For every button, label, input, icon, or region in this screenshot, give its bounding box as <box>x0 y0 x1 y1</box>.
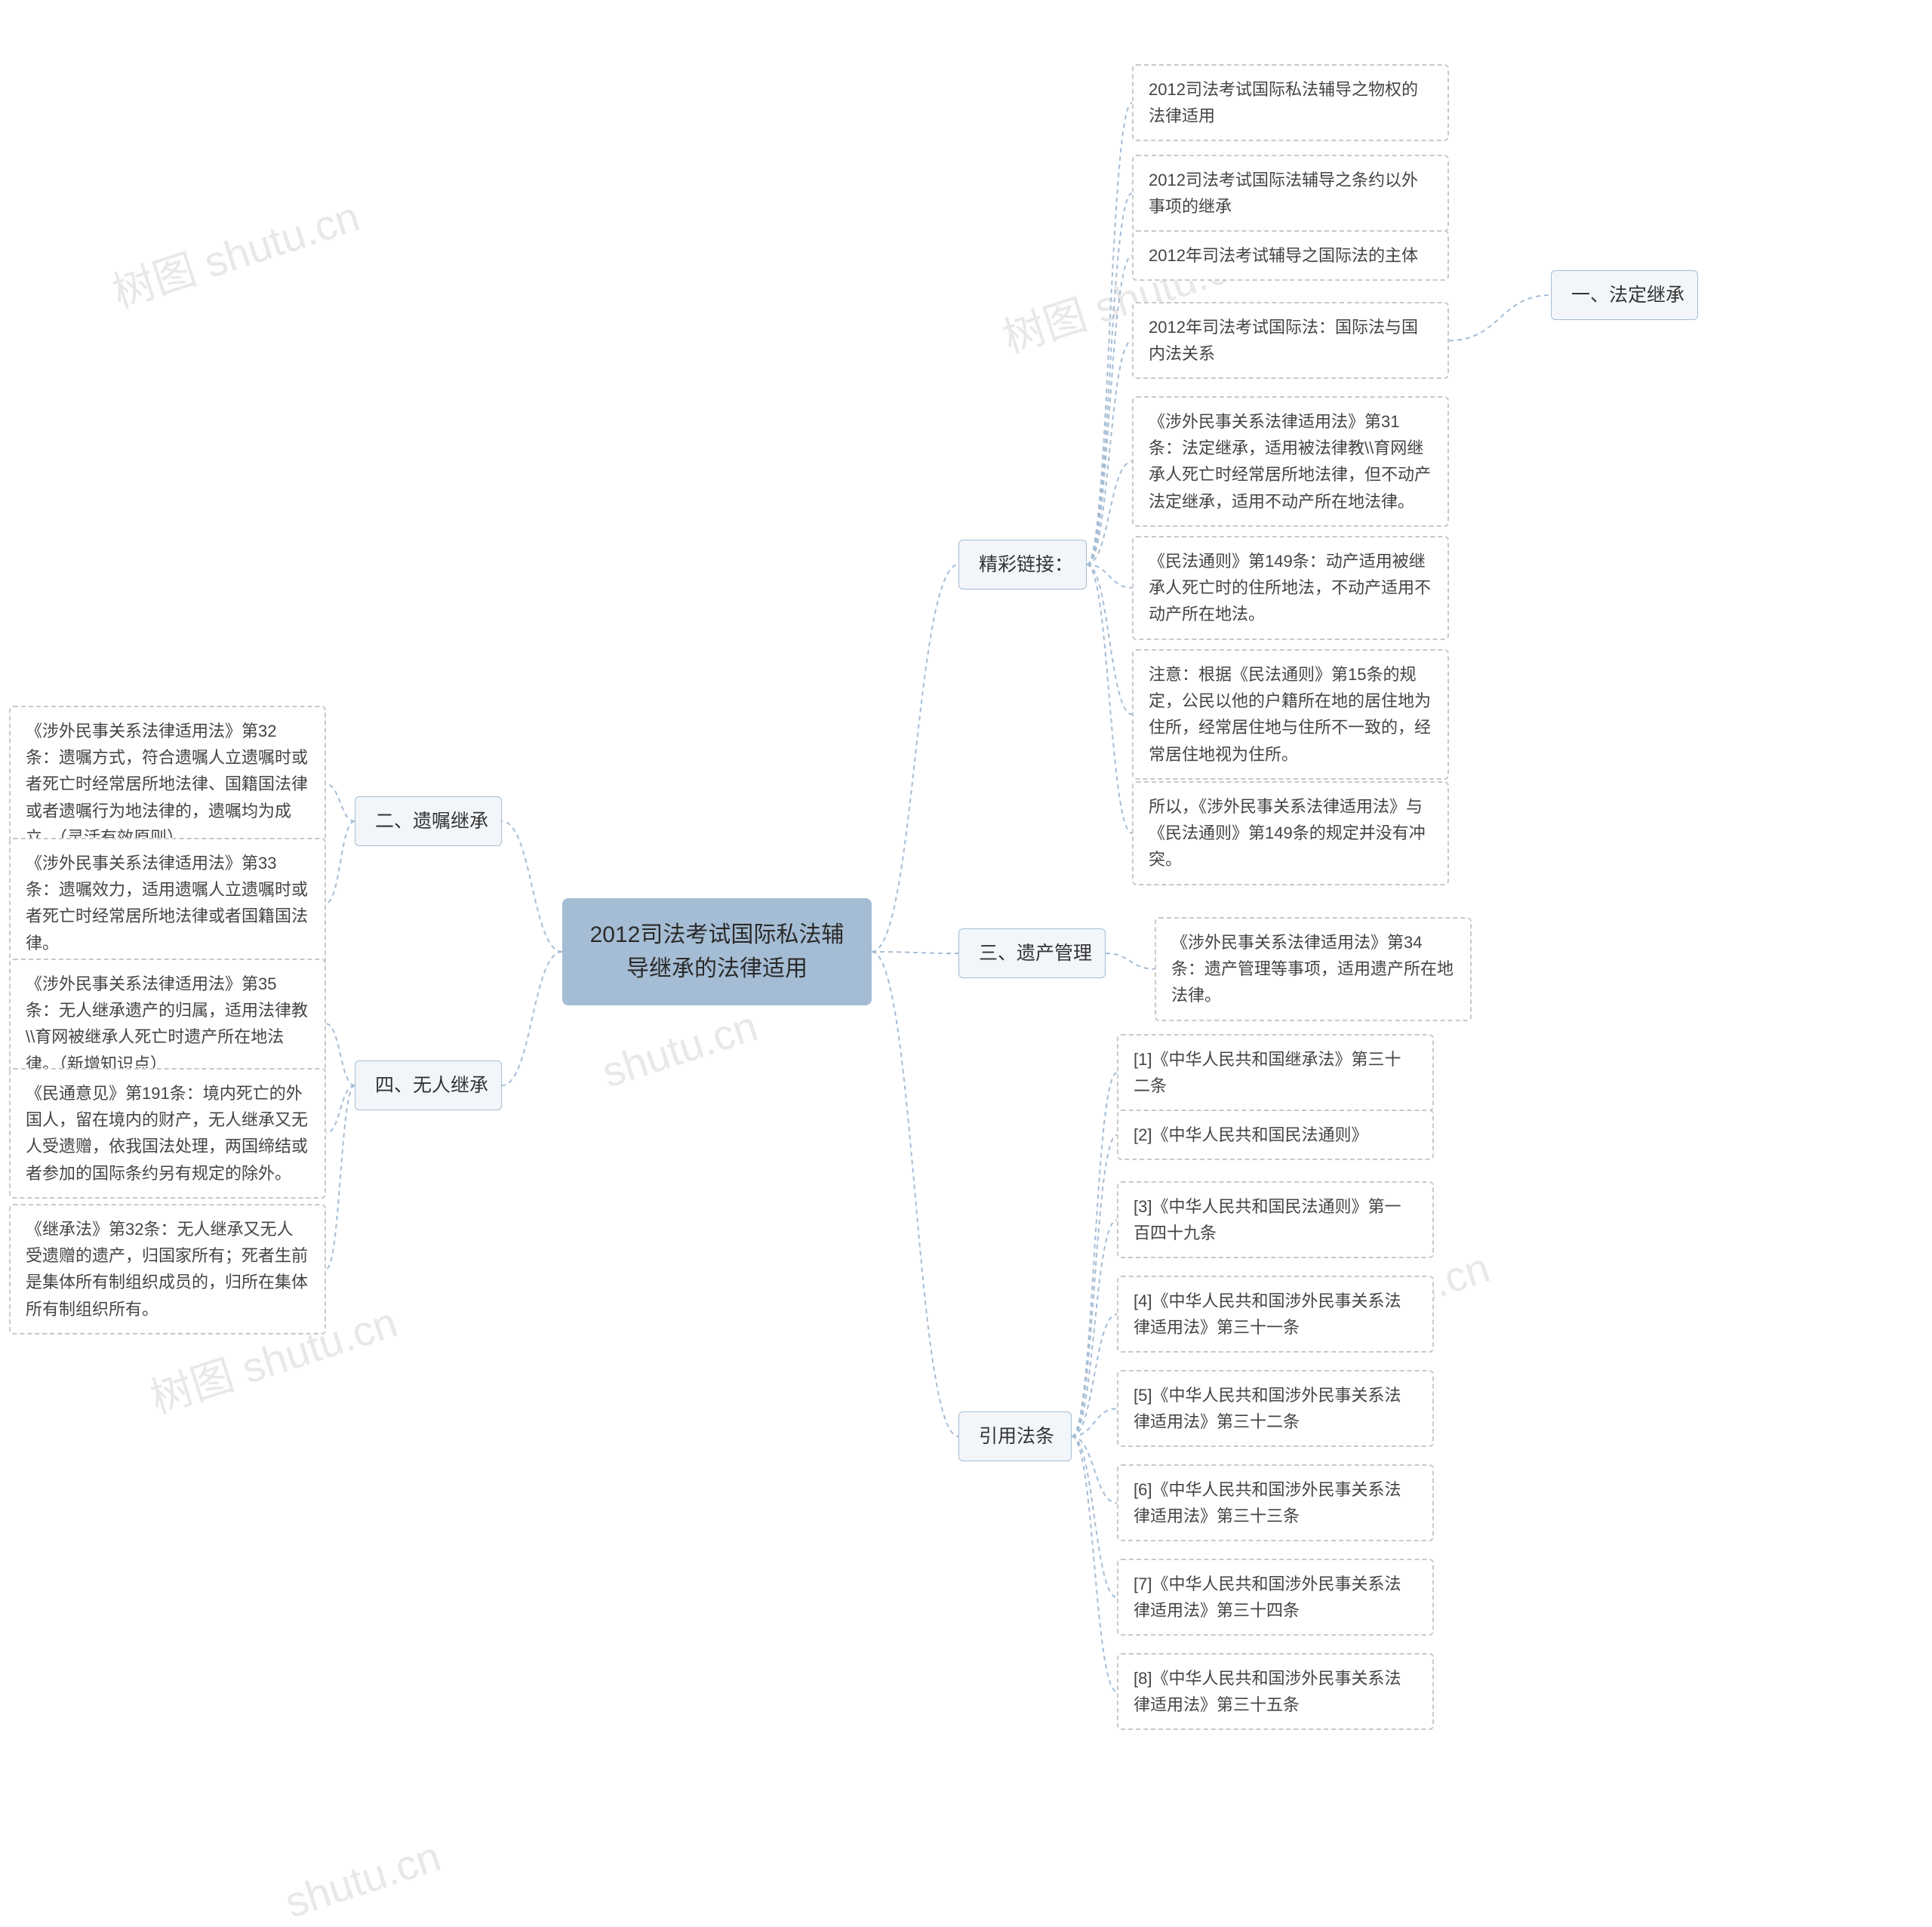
leaf-l_noheir3: 《继承法》第32条：无人继承又无人受遗赠的遗产，归国家所有；死者生前是集体所有制… <box>9 1204 326 1334</box>
leaf-l_link8: 所以，《涉外民事关系法律适用法》与《民法通则》第149条的规定并没有冲突。 <box>1132 781 1449 885</box>
branch-b_will: 二、遗嘱继承 <box>355 796 502 846</box>
leaf-l_cite5: [5]《中华人民共和国涉外民事关系法律适用法》第三十二条 <box>1117 1370 1434 1447</box>
leaf-l_link4: 2012年司法考试国际法：国际法与国内法关系 <box>1132 302 1449 379</box>
leaf-l_cite1: [1]《中华人民共和国继承法》第三十二条 <box>1117 1034 1434 1111</box>
leaf-l_cite8: [8]《中华人民共和国涉外民事关系法律适用法》第三十五条 <box>1117 1653 1434 1730</box>
branch-b_estate: 三、遗产管理 <box>958 928 1106 978</box>
leaf-l_link5: 《涉外民事关系法律适用法》第31条：法定继承，适用被法律教\\育网继承人死亡时经… <box>1132 396 1449 527</box>
leaf-l_estate1: 《涉外民事关系法律适用法》第34条：遗产管理等事项，适用遗产所在地法律。 <box>1155 917 1472 1021</box>
leaf-l_link2: 2012司法考试国际法辅导之条约以外事项的继承 <box>1132 155 1449 232</box>
leaf-l_cite4: [4]《中华人民共和国涉外民事关系法律适用法》第三十一条 <box>1117 1276 1434 1353</box>
leaf-l_link3: 2012年司法考试辅导之国际法的主体 <box>1132 230 1449 281</box>
leaf-l_link6: 《民法通则》第149条：动产适用被继承人死亡时的住所地法，不动产适用不动产所在地… <box>1132 536 1449 640</box>
leaf-l_cite7: [7]《中华人民共和国涉外民事关系法律适用法》第三十四条 <box>1117 1559 1434 1636</box>
root-node: 2012司法考试国际私法辅导继承的法律适用 <box>562 898 872 1005</box>
branch-b_cite: 引用法条 <box>958 1411 1072 1461</box>
leaf-l_noheir2: 《民通意见》第191条：境内死亡的外国人，留在境内的财产，无人继承又无人受遗赠，… <box>9 1068 326 1199</box>
leaf-l_cite3: [3]《中华人民共和国民法通则》第一百四十九条 <box>1117 1181 1434 1258</box>
leaf-l_cite6: [6]《中华人民共和国涉外民事关系法律适用法》第三十三条 <box>1117 1464 1434 1541</box>
leaf-l_will2: 《涉外民事关系法律适用法》第33条：遗嘱效力，适用遗嘱人立遗嘱时或者死亡时经常居… <box>9 838 326 968</box>
branch-b_noheir: 四、无人继承 <box>355 1060 502 1110</box>
branch-b_links: 精彩链接： <box>958 540 1087 589</box>
leaf-l_link1: 2012司法考试国际私法辅导之物权的法律适用 <box>1132 64 1449 141</box>
branch-b_legal: 一、法定继承 <box>1551 270 1698 320</box>
leaf-l_cite2: [2]《中华人民共和国民法通则》 <box>1117 1110 1434 1160</box>
mindmap-canvas: 树图 shutu.cn树图 shutu.cnshutu.cn树图 shutu.c… <box>0 0 1932 1924</box>
leaf-l_link7: 注意：根据《民法通则》第15条的规定，公民以他的户籍所在地的居住地为住所，经常居… <box>1132 649 1449 780</box>
